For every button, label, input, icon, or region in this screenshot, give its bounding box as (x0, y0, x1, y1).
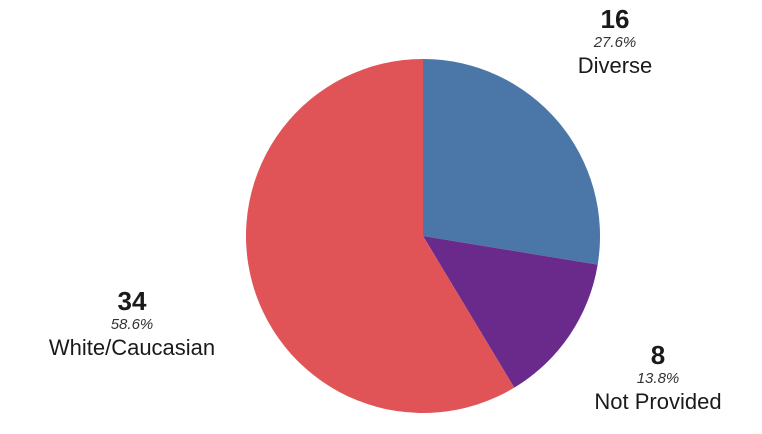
pie-slice-white-caucasian (245, 58, 515, 414)
slice-name: White/Caucasian (48, 335, 216, 360)
slice-label-white-caucasian: 34 58.6% White/Caucasian (12, 286, 252, 362)
slice-count: 34 (117, 286, 147, 316)
slice-percent: 27.6% (593, 34, 637, 51)
slice-count: 16 (600, 4, 630, 34)
slice-label-diverse: 16 27.6% Diverse (545, 4, 685, 80)
slice-name: Not Provided (594, 389, 722, 414)
slice-name: Diverse (577, 53, 653, 78)
pie-slice-diverse (423, 59, 601, 265)
slice-count: 8 (650, 340, 666, 370)
slice-percent: 13.8% (636, 370, 680, 387)
pie-slice-not-provided (423, 236, 598, 388)
slice-percent: 58.6% (110, 316, 154, 333)
slice-label-not-provided: 8 13.8% Not Provided (568, 340, 748, 416)
pie-slices (245, 58, 601, 414)
